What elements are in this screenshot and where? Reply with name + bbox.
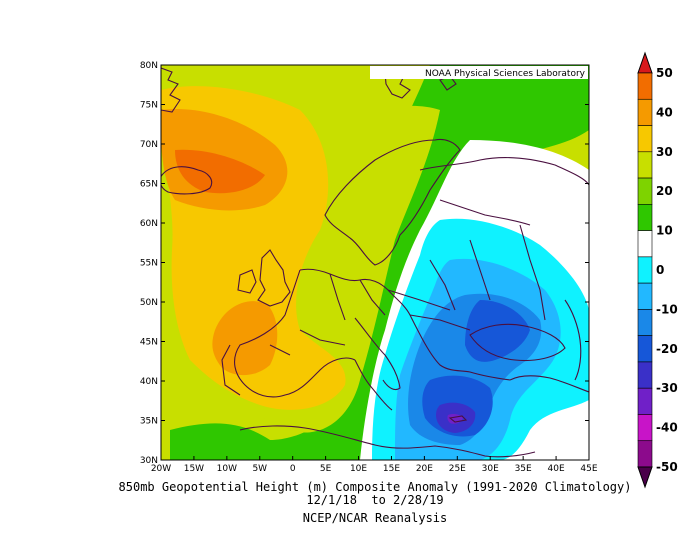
colorbar-label: -20 (656, 342, 678, 356)
lat-tick-label: 70N (140, 140, 158, 150)
credit-label: NOAA Physical Sciences Laboratory (425, 69, 586, 79)
lat-tick-label: 65N (140, 180, 158, 190)
lat-tick-label: 40N (140, 377, 158, 387)
lon-tick-label: 20W (151, 464, 171, 474)
colorbar-label: 20 (656, 184, 673, 198)
colorbar-segment (637, 387, 653, 415)
colorbar-segment (637, 335, 653, 363)
colorbar: 50 40 30 20 10 0 -10 -20 -30 -40 -50 (637, 51, 678, 489)
lon-tick-label: 20E (416, 464, 433, 474)
lon-tick-label: 5W (252, 464, 267, 474)
colorbar-segment (637, 361, 653, 389)
anomaly-field (161, 65, 589, 460)
title-line-2: 12/1/18 to 2/28/19 (306, 493, 444, 507)
longitude-axis: 20W 15W 10W 5W 0 5E 10E 15E 20E 25E 30E 35E 40E 45E (151, 456, 598, 474)
lat-tick-label: 80N (140, 61, 158, 71)
colorbar-min-arrow (637, 466, 653, 489)
title-line-1: 850mb Geopotential Height (m) Composite … (118, 480, 632, 494)
colorbar-segment (637, 414, 653, 442)
colorbar-segment (637, 72, 653, 100)
colorbar-segment (637, 309, 653, 336)
colorbar-segment (637, 98, 653, 126)
title-line-3: NCEP/NCAR Reanalysis (302, 511, 448, 525)
colorbar-label: 50 (656, 66, 673, 80)
colorbar-label: 30 (656, 145, 673, 159)
lat-tick-label: 75N (140, 101, 158, 111)
lat-tick-label: 30N (140, 456, 158, 466)
lon-tick-label: 0 (290, 464, 296, 474)
lat-tick-label: 50N (140, 298, 158, 308)
lon-tick-label: 5E (320, 464, 332, 474)
colorbar-segment (637, 230, 653, 258)
lat-tick-label: 55N (140, 259, 158, 269)
colorbar-segment (637, 204, 653, 231)
colorbar-label: 0 (656, 263, 664, 277)
lon-tick-label: 30E (482, 464, 499, 474)
lat-tick-label: 45N (140, 338, 158, 348)
lon-tick-label: 25E (449, 464, 466, 474)
colorbar-segment (637, 151, 653, 179)
colorbar-max-arrow (637, 51, 653, 74)
colorbar-segment (637, 125, 653, 153)
colorbar-label: -40 (656, 421, 678, 435)
credit-box (370, 66, 588, 79)
lon-tick-label: 10W (217, 464, 237, 474)
colorbar-segment (637, 282, 653, 310)
colorbar-segment (637, 256, 653, 284)
lon-tick-label: 40E (548, 464, 565, 474)
lon-tick-label: 10E (350, 464, 367, 474)
colorbar-label: -10 (656, 302, 678, 316)
colorbar-label: 10 (656, 224, 673, 238)
colorbar-label: -30 (656, 381, 678, 395)
colorbar-segment (637, 440, 653, 468)
lon-tick-label: 15W (184, 464, 204, 474)
colorbar-label: -50 (656, 460, 678, 474)
latitude-axis: 30N 35N 40N 45N 50N 55N 60N 65N 70N 75N 80N (140, 61, 589, 466)
lat-tick-label: 60N (140, 219, 158, 229)
lon-tick-label: 35E (515, 464, 532, 474)
lon-tick-label: 15E (383, 464, 400, 474)
lon-tick-label: 45E (580, 464, 597, 474)
lat-tick-label: 35N (140, 417, 158, 427)
colorbar-segment (637, 177, 653, 205)
colorbar-label: 40 (656, 105, 673, 119)
